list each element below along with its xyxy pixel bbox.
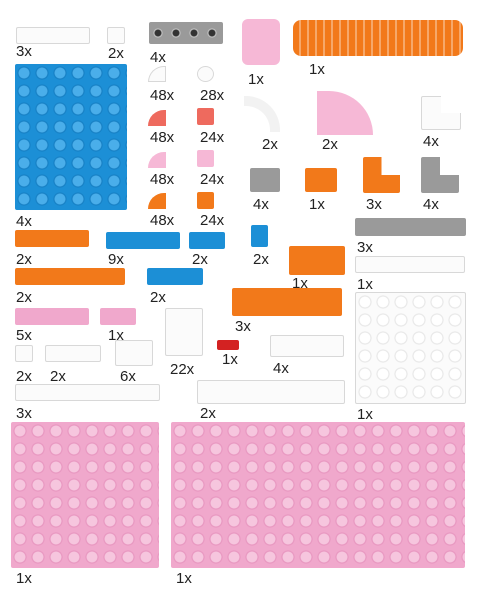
count-label: 24x xyxy=(200,212,225,229)
count-label: 2x xyxy=(16,368,32,385)
count-label: 3x xyxy=(16,43,32,60)
count-label: 3x xyxy=(235,318,251,335)
count-label: 2x xyxy=(150,289,166,306)
count-label: 24x xyxy=(200,171,225,188)
count-label: 4x xyxy=(273,360,289,377)
blue-clip-1x1 xyxy=(251,225,268,247)
gray-brick-1x2 xyxy=(250,168,280,192)
orange-slope-quarter xyxy=(148,193,166,209)
count-label: 1x xyxy=(309,61,325,78)
count-label: 2x xyxy=(16,289,32,306)
orange-brick-separator xyxy=(293,20,463,56)
white-plate-1x3 xyxy=(45,345,101,362)
white-plate-1x8 xyxy=(15,384,160,401)
white-tile-1x6 xyxy=(355,256,465,273)
white-tile-1x4 xyxy=(16,27,90,44)
count-label: 48x xyxy=(150,212,175,229)
count-label: 6x xyxy=(120,368,136,385)
gray-plate-1x4-holes xyxy=(149,22,223,44)
count-label: 3x xyxy=(357,239,373,256)
orange-corner-brick xyxy=(363,157,400,193)
count-label: 4x xyxy=(423,133,439,150)
count-label: 48x xyxy=(150,171,175,188)
count-label: 1x xyxy=(357,406,373,423)
pink-slope-quarter xyxy=(148,152,166,168)
orange-brick-2x3 xyxy=(289,246,345,275)
count-label: 48x xyxy=(150,87,175,104)
count-label: 1x xyxy=(222,351,238,368)
count-label: 5x xyxy=(16,327,32,344)
white-pipe-corner xyxy=(244,96,280,132)
pink-tile-1x1 xyxy=(197,150,214,167)
white-plate-1x4 xyxy=(270,335,344,357)
count-label: 4x xyxy=(150,49,166,66)
count-label: 2x xyxy=(192,251,208,268)
count-label: 1x xyxy=(16,570,32,587)
count-label: 4x xyxy=(253,196,269,213)
count-label: 2x xyxy=(50,368,66,385)
count-label: 3x xyxy=(366,196,382,213)
count-label: 3x xyxy=(16,405,32,422)
count-label: 1x xyxy=(248,71,264,88)
red-bar-holder xyxy=(217,340,239,350)
orange-plate-2x6 xyxy=(232,288,342,316)
blue-plate-6x8 xyxy=(15,64,127,210)
count-label: 48x xyxy=(150,129,175,146)
white-brick-1x2 xyxy=(115,340,153,366)
count-label: 28x xyxy=(200,87,225,104)
count-label: 22x xyxy=(170,361,195,378)
gray-tile-1x8 xyxy=(355,218,466,236)
pink-quarter-round xyxy=(317,91,373,135)
pink-brick-2x2 xyxy=(242,19,280,65)
orange-plate-1x6 xyxy=(15,268,125,285)
orange-plate-1x4 xyxy=(15,230,89,247)
count-label: 1x xyxy=(357,276,373,293)
white-panel-1x2x2 xyxy=(165,308,203,356)
white-corner-plate xyxy=(421,96,461,130)
count-label: 4x xyxy=(423,196,439,213)
salmon-slope-quarter xyxy=(148,110,166,126)
count-label: 1x xyxy=(108,327,124,344)
pink-plate-1x2 xyxy=(100,308,136,325)
count-label: 2x xyxy=(322,136,338,153)
count-label: 2x xyxy=(108,45,124,62)
white-tile-1x1 xyxy=(107,27,125,44)
blue-tile-1x4 xyxy=(106,232,180,249)
orange-brick-1x2 xyxy=(305,168,337,192)
white-round-tile xyxy=(197,66,214,82)
count-label: 2x xyxy=(253,251,269,268)
count-label: 2x xyxy=(262,136,278,153)
white-slope-quarter xyxy=(148,66,166,82)
pink-plate-8x8 xyxy=(11,422,159,568)
count-label: 4x xyxy=(16,213,32,230)
blue-tile-1x2 xyxy=(189,232,225,249)
white-plate-1x1 xyxy=(15,345,33,362)
gray-corner-plate xyxy=(421,157,459,193)
count-label: 1x xyxy=(309,196,325,213)
count-label: 2x xyxy=(16,251,32,268)
orange-tile-1x1 xyxy=(197,192,214,209)
blue-slope-1x3 xyxy=(147,268,203,285)
pink-plate-8x16 xyxy=(171,422,465,568)
white-plate-6x6 xyxy=(355,292,466,404)
count-label: 24x xyxy=(200,129,225,146)
salmon-tile-1x1 xyxy=(197,108,214,125)
count-label: 2x xyxy=(200,405,216,422)
count-label: 1x xyxy=(292,275,308,292)
pink-plate-1x4 xyxy=(15,308,89,325)
count-label: 1x xyxy=(176,570,192,587)
white-plate-1x8-long xyxy=(197,380,345,404)
count-label: 9x xyxy=(108,251,124,268)
